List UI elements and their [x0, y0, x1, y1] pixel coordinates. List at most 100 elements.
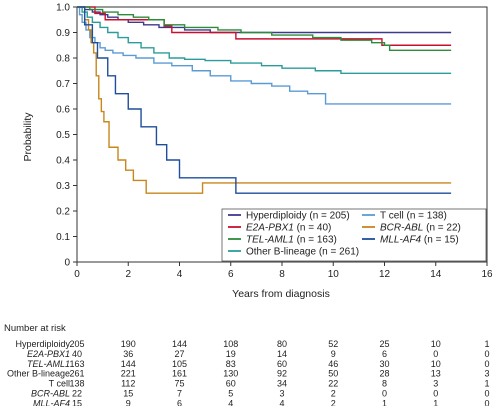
x-tick-label: 0	[74, 269, 80, 280]
y-tick-label: 0.2	[56, 207, 70, 218]
legend-series-count: (n = 22)	[423, 223, 461, 234]
risk-row-label: T cell	[49, 379, 70, 389]
risk-cell: 15	[123, 389, 133, 399]
risk-cell: 10	[431, 339, 441, 349]
risk-cell: 0	[484, 349, 489, 359]
legend-series-name: T cell	[380, 211, 404, 222]
x-tick-label: 14	[430, 269, 442, 280]
risk-cell: 0	[484, 398, 489, 406]
risk-cell: 4	[228, 398, 233, 406]
risk-cell: 14	[277, 349, 287, 359]
risk-cell: 0	[484, 359, 489, 369]
risk-row-label: MLL-AF4	[33, 398, 70, 406]
risk-cell: 1	[484, 339, 489, 349]
y-axis-label: Probability	[22, 112, 34, 162]
risk-cell: 27	[174, 349, 184, 359]
series-line-t-cell	[77, 6, 452, 105]
y-tick-label: 0.4	[56, 156, 70, 167]
risk-cell: 25	[379, 339, 389, 349]
risk-row-label: TEL-AML1	[27, 359, 70, 369]
risk-row-label: BCR-ABL	[31, 389, 70, 399]
legend-series-count: (n = 261)	[316, 247, 359, 258]
risk-cell: 5	[228, 389, 233, 399]
risk-cell: 161	[172, 369, 187, 379]
risk-cell: 7	[177, 389, 182, 399]
legend-item-hyperdiploidy: Hyperdiploidy (n = 205)	[246, 211, 350, 222]
risk-cell: 0	[433, 349, 438, 359]
risk-cell: 4	[279, 398, 284, 406]
risk-cell: 0	[484, 389, 489, 399]
legend-item-other-b-lineage: Other B-lineage (n = 261)	[246, 247, 359, 258]
x-tick-label: 10	[328, 269, 340, 280]
risk-cell: 40	[72, 349, 82, 359]
risk-cell: 9	[331, 349, 336, 359]
legend: Hyperdiploidy (n = 205)E2A-PBX1 (n = 40)…	[221, 208, 487, 262]
risk-cell: 50	[328, 369, 338, 379]
series-line-mll-af4	[77, 6, 452, 194]
risk-cell: 60	[226, 379, 236, 389]
risk-cell: 205	[69, 339, 84, 349]
y-tick-label: 0	[64, 258, 70, 269]
y-axis: 0 0.1 0.2 0.3 0.4 0.5 0.6 0.7 0.8 0.9 1.0	[56, 3, 77, 269]
y-tick-label: 0.7	[56, 79, 70, 90]
risk-cell: 22	[328, 379, 338, 389]
legend-item-e2a-pbx1: E2A-PBX1 (n = 40)	[246, 223, 331, 234]
x-tick-label: 8	[279, 269, 285, 280]
risk-cell: 28	[379, 369, 389, 379]
legend-series-count: (n = 205)	[307, 211, 350, 222]
risk-cell: 2	[331, 398, 336, 406]
legend-item-t-cell: T cell (n = 138)	[380, 211, 447, 222]
risk-cell: 52	[328, 339, 338, 349]
risk-cell: 30	[379, 359, 389, 369]
risk-cell: 9	[126, 398, 131, 406]
x-tick-label: 12	[379, 269, 391, 280]
risk-cell: 83	[226, 359, 236, 369]
risk-cell: 19	[226, 349, 236, 359]
series-line-tel-aml1	[77, 6, 452, 52]
risk-cell: 130	[223, 369, 238, 379]
risk-cell: 1	[382, 398, 387, 406]
series-line-other-b-lineage	[77, 6, 452, 74]
risk-cell: 144	[172, 339, 187, 349]
risk-cell: 8	[382, 379, 387, 389]
risk-cell: 3	[484, 369, 489, 379]
risk-table-title: Number at risk	[4, 323, 66, 334]
y-tick-label: 0.3	[56, 181, 70, 192]
x-axis-label: Years from diagnosis	[232, 288, 330, 300]
x-tick-label: 16	[481, 269, 493, 280]
legend-series-name: MLL-AF4	[380, 235, 422, 246]
risk-cell: 34	[277, 379, 287, 389]
risk-cell: 261	[69, 369, 84, 379]
risk-cell: 0	[433, 389, 438, 399]
legend-series-count: (n = 40)	[294, 223, 332, 234]
legend-box	[221, 208, 487, 262]
legend-series-count: (n = 163)	[294, 235, 337, 246]
risk-row-label: Other B-lineage	[7, 369, 70, 379]
y-tick-label: 1.0	[56, 3, 70, 14]
legend-item-bcr-abl: BCR-ABL (n = 22)	[380, 223, 461, 234]
legend-series-count: (n = 15)	[421, 235, 459, 246]
y-tick-label: 0.8	[56, 54, 70, 65]
series-line-e2a-pbx1	[77, 6, 452, 46]
legend-item-mll-af4: MLL-AF4 (n = 15)	[380, 235, 459, 246]
legend-series-name: BCR-ABL	[380, 223, 423, 234]
risk-cell: 46	[328, 359, 338, 369]
risk-cell: 138	[69, 379, 84, 389]
risk-cell: 163	[69, 359, 84, 369]
risk-cell: 3	[279, 389, 284, 399]
risk-cell: 108	[223, 339, 238, 349]
legend-item-tel-aml1: TEL-AML1 (n = 163)	[246, 235, 337, 246]
risk-cell: 10	[431, 359, 441, 369]
risk-cell: 92	[277, 369, 287, 379]
risk-cell: 3	[433, 379, 438, 389]
risk-cell: 22	[72, 389, 82, 399]
risk-cell: 0	[382, 389, 387, 399]
legend-series-name: TEL-AML1	[246, 235, 294, 246]
x-tick-label: 6	[228, 269, 234, 280]
y-tick-label: 0.1	[56, 232, 70, 243]
risk-cell: 190	[121, 339, 136, 349]
risk-cell: 60	[277, 359, 287, 369]
series-lines	[77, 6, 452, 194]
legend-series-name: E2A-PBX1	[246, 223, 294, 234]
